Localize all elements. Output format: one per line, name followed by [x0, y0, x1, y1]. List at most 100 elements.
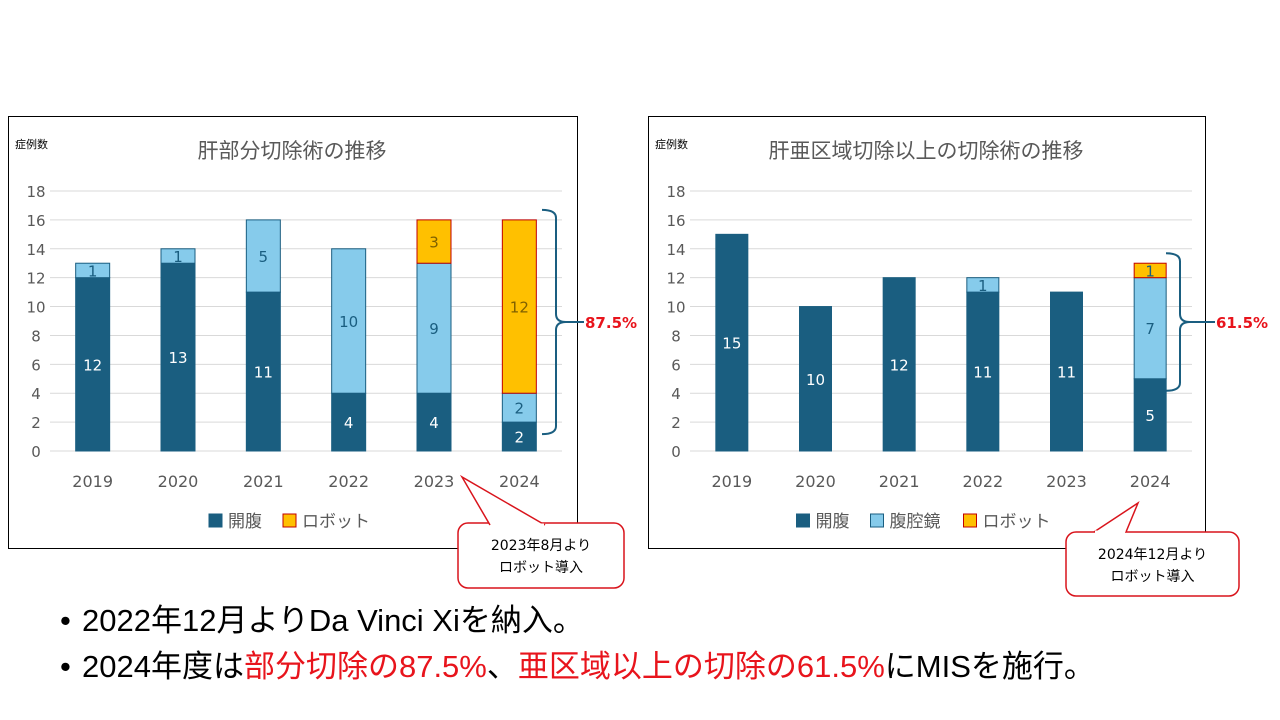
data-label: 9	[429, 320, 439, 338]
data-label: 1	[173, 248, 183, 266]
callout-box	[457, 522, 625, 589]
legend-label: ロボット	[302, 512, 370, 532]
y-tick-label: 14	[26, 241, 45, 259]
bar-segment	[799, 306, 832, 452]
legend-label: 開腹	[816, 512, 850, 532]
data-label: 5	[259, 248, 269, 266]
x-tick-label: 2022	[962, 472, 1003, 491]
bar-segment	[416, 219, 452, 264]
legend-swatch	[282, 513, 297, 528]
x-tick-label: 2020	[158, 472, 199, 491]
callout-text: ロボット導入	[499, 560, 583, 576]
bar-segment	[501, 392, 537, 423]
bullet-dot: •	[60, 603, 71, 638]
x-tick-label: 2021	[243, 472, 284, 491]
legend-swatch	[208, 513, 223, 528]
data-label: 12	[510, 299, 529, 317]
y-tick-label: 10	[666, 299, 685, 317]
bar-segment	[715, 233, 749, 452]
percentage-annotation: 61.5%	[1216, 314, 1268, 332]
x-tick-label: 2019	[72, 472, 113, 491]
x-tick-label: 2021	[879, 472, 920, 491]
data-label: 2	[515, 400, 525, 418]
y-tick-label: 6	[31, 356, 41, 374]
bullet-item-1: • 2022年12月よりDa Vinci Xiを納入。	[60, 598, 1095, 644]
charts-svg: 症例数 肝部分切除術の推移0246810121416181212019131202…	[15, 137, 1268, 597]
data-label: 5	[1145, 407, 1155, 425]
callout-text: 2024年12月より	[1098, 547, 1207, 563]
x-tick-label: 2024	[499, 472, 540, 491]
data-label: 11	[254, 364, 273, 382]
bar-segment	[416, 262, 452, 394]
legend-label: 開腹	[228, 512, 262, 532]
bar-segment	[160, 248, 196, 264]
y-tick-label: 4	[671, 385, 681, 403]
legend-label: ロボット	[983, 512, 1051, 532]
bar-segment	[75, 277, 111, 452]
bar-segment	[882, 277, 916, 452]
data-label: 12	[83, 356, 102, 374]
chart-title: 肝部分切除術の推移	[198, 139, 387, 163]
data-label: 1	[1145, 262, 1155, 280]
bar-segment	[75, 262, 111, 279]
legend-swatch	[870, 513, 884, 528]
bar-segment	[245, 291, 281, 452]
percentage-annotation: 87.5%	[585, 314, 637, 332]
data-label: 10	[339, 313, 358, 331]
bar-segment	[416, 392, 452, 452]
x-tick-label: 2023	[414, 472, 455, 491]
x-tick-label: 2023	[1046, 472, 1087, 491]
data-label: 1	[978, 277, 988, 295]
bullet-text: 、	[486, 649, 518, 684]
bar-segment	[1133, 262, 1167, 279]
data-label: 4	[344, 414, 354, 432]
callout-text: ロボット導入	[1111, 569, 1195, 585]
callout-box	[1065, 531, 1240, 597]
y-tick-label: 16	[666, 212, 685, 230]
bullet-text: 2024年度は	[82, 649, 244, 684]
data-label: 13	[168, 349, 187, 367]
y-tick-label: 18	[666, 183, 685, 201]
callout-pointer	[459, 474, 546, 526]
callout-text: 2023年8月より	[491, 538, 591, 554]
bracket	[541, 208, 567, 436]
data-label: 15	[722, 335, 741, 353]
bullet-dot: •	[60, 649, 71, 684]
y-tick-label: 8	[671, 327, 681, 345]
y-tick-label: 12	[666, 270, 685, 288]
y-tick-label: 14	[666, 241, 685, 259]
bullet-item-2: • 2024年度は部分切除の87.5%、亜区域以上の切除の61.5%にMISを施行…	[60, 644, 1095, 690]
x-tick-label: 2022	[328, 472, 369, 491]
data-label: 11	[973, 364, 992, 382]
x-tick-label: 2020	[795, 472, 836, 491]
bracket	[1165, 252, 1191, 392]
x-tick-label: 2024	[1130, 472, 1171, 491]
data-label: 7	[1145, 320, 1155, 338]
bar-segment	[331, 248, 367, 394]
bar-segment	[501, 219, 537, 394]
x-tick-label: 2019	[711, 472, 752, 491]
bullet-text: にMISを施行。	[884, 649, 1095, 684]
y-tick-label: 18	[26, 183, 45, 201]
data-label: 3	[429, 234, 439, 252]
bar-segment	[501, 421, 537, 452]
bar-segment	[160, 262, 196, 452]
data-label: 10	[806, 371, 825, 389]
y-tick-label: 0	[31, 443, 41, 461]
chart-title: 肝亜区域切除以上の切除術の推移	[769, 139, 1084, 163]
bar-segment	[1050, 291, 1083, 452]
data-label: 4	[429, 414, 439, 432]
data-label: 2	[515, 429, 525, 447]
bar-segment	[966, 291, 1000, 452]
y-tick-label: 12	[26, 270, 45, 288]
callout-pointer	[1093, 501, 1140, 533]
y-tick-label: 2	[671, 414, 681, 432]
y-tick-label: 16	[26, 212, 45, 230]
y-tick-label: 4	[31, 385, 41, 403]
bullet-text: 2022年12月よりDa Vinci Xiを納入。	[82, 603, 584, 638]
data-label: 1	[88, 262, 98, 280]
y-tick-label: 6	[671, 356, 681, 374]
legend-swatch	[963, 513, 977, 528]
bullet-list: • 2022年12月よりDa Vinci Xiを納入。 • 2024年度は部分切除の…	[60, 598, 1095, 690]
emphasis-text: 部分切除の87.5%	[243, 649, 487, 684]
